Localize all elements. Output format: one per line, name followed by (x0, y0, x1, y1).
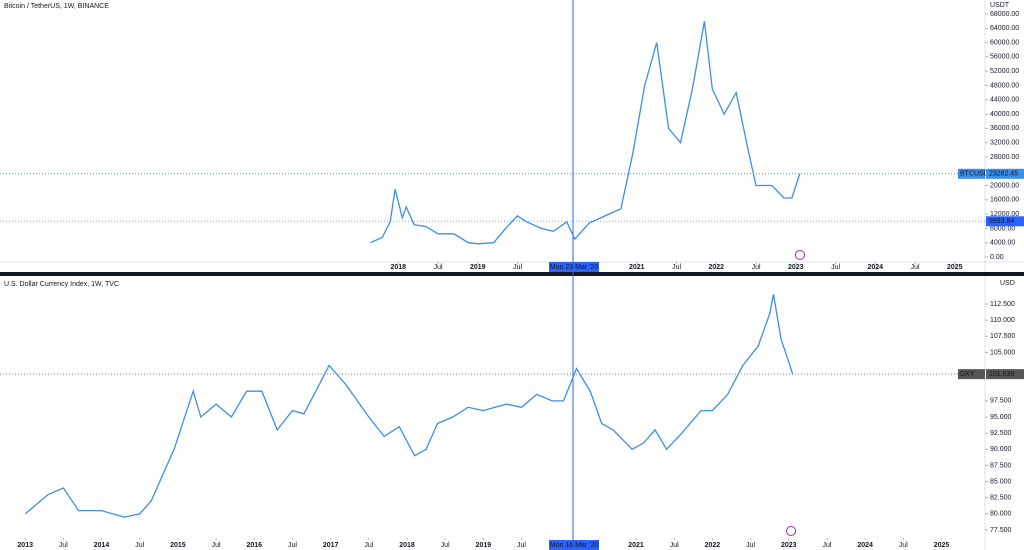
y-tick-label: 112.500 (990, 301, 1015, 308)
axis-unit: USDT (990, 2, 1010, 9)
crosshair-value-tag (986, 216, 1024, 227)
x-tick-label: Jul (135, 542, 144, 549)
x-tick-label: Jul (513, 264, 522, 271)
x-tick-label: Jul (59, 542, 68, 549)
x-tick-label: 2018 (399, 542, 415, 549)
x-tick-label: 2024 (857, 542, 873, 549)
y-tick-label: 107.500 (990, 333, 1015, 340)
y-tick-label: 48000.00 (990, 82, 1019, 89)
price-tag (986, 168, 1024, 179)
y-tick-label: 95.000 (990, 414, 1012, 421)
y-tick-label: 20000.00 (990, 182, 1019, 189)
x-tick-label: 2014 (94, 542, 110, 549)
y-tick-label: 87.500 (990, 462, 1012, 469)
price-line (370, 21, 801, 245)
x-tick-label: 2023 (781, 542, 797, 549)
pane-separator (0, 272, 1024, 276)
crosshair-date-tag (549, 262, 599, 272)
x-tick-label: 2019 (476, 542, 492, 549)
x-tick-label: Jul (212, 542, 221, 549)
x-tick-label: Jul (670, 542, 679, 549)
price-tag-label: 23282.45 (989, 171, 1018, 178)
y-tick-label: 8000.00 (990, 225, 1015, 232)
y-tick-label: 80.000 (990, 511, 1012, 518)
x-tick-label: Jul (911, 264, 920, 271)
y-tick-label: 36000.00 (990, 125, 1019, 132)
price-tag-label: 101.639 (989, 371, 1014, 378)
y-tick-label: 105.000 (990, 349, 1015, 356)
price-tag (986, 369, 1024, 380)
y-tick-label: 28000.00 (990, 154, 1019, 161)
y-tick-label: 82.500 (990, 495, 1012, 502)
y-tick-label: 12000.00 (990, 211, 1019, 218)
x-tick-label: 2022 (705, 542, 721, 549)
y-tick-label: 16000.00 (990, 197, 1019, 204)
y-tick-label: 64000.00 (990, 25, 1019, 32)
x-tick-label: Jul (672, 264, 681, 271)
y-tick-label: 92.500 (990, 430, 1012, 437)
x-tick-label: 2023 (788, 264, 804, 271)
x-tick-label: Jul (822, 542, 831, 549)
event-icon (795, 250, 805, 260)
crosshair-value-label: 9993.84 (989, 218, 1014, 225)
y-tick-label: 60000.00 (990, 39, 1019, 46)
y-tick-label: 97.500 (990, 398, 1012, 405)
x-tick-label: 2025 (947, 264, 963, 271)
x-tick-label: Jul (517, 542, 526, 549)
y-tick-label: 0.00 (990, 254, 1004, 261)
x-tick-label: 2022 (709, 264, 725, 271)
y-tick-label: 44000.00 (990, 97, 1019, 104)
y-tick-label: 40000.00 (990, 111, 1019, 118)
event-icon (786, 526, 796, 536)
x-tick-label: Jul (434, 264, 443, 271)
y-tick-label: 32000.00 (990, 139, 1019, 146)
x-tick-label: Jul (364, 542, 373, 549)
y-tick-label: 110.000 (990, 317, 1015, 324)
symbol-tag-label: BTCUSDT (960, 171, 994, 178)
x-tick-label: 2019 (470, 264, 486, 271)
x-tick-label: Jul (752, 264, 761, 271)
x-tick-label: Jul (831, 264, 840, 271)
x-tick-label: 2015 (170, 542, 186, 549)
x-tick-label: 2013 (17, 542, 33, 549)
y-tick-label: 52000.00 (990, 68, 1019, 75)
y-tick-label: 56000.00 (990, 54, 1019, 61)
x-tick-label: 2017 (323, 542, 339, 549)
y-tick-label: 90.000 (990, 446, 1012, 453)
x-tick-label: Jul (441, 542, 450, 549)
chart-title: U.S. Dollar Currency Index, 1W, TVC (4, 281, 119, 288)
x-tick-label: 2016 (246, 542, 262, 549)
x-tick-label: 2021 (628, 542, 644, 549)
symbol-tag (958, 168, 985, 179)
x-tick-label: 2024 (868, 264, 884, 271)
symbol-tag (958, 369, 985, 380)
y-tick-label: 85.000 (990, 478, 1012, 485)
crosshair-date-label: Mon 16 Mar '20 (550, 542, 599, 549)
x-tick-label: 2021 (629, 264, 645, 271)
x-tick-label: 2018 (391, 264, 407, 271)
y-tick-label: 68000.00 (990, 11, 1019, 18)
axis-unit: USD (1000, 280, 1015, 287)
crosshair-date-label: Mon 23 Mar '20 (550, 264, 599, 271)
crosshair-date-tag (549, 540, 599, 550)
price-line (24, 294, 794, 518)
x-tick-label: Jul (746, 542, 755, 549)
symbol-tag-label: DXY (960, 371, 975, 378)
chart-title: Bitcoin / TetherUS, 1W, BINANCE (4, 3, 109, 10)
x-tick-label: Jul (288, 542, 297, 549)
x-tick-label: 2025 (934, 542, 950, 549)
y-tick-label: 77.500 (990, 527, 1012, 534)
y-tick-label: 4000.00 (990, 240, 1015, 247)
x-tick-label: Jul (899, 542, 908, 549)
